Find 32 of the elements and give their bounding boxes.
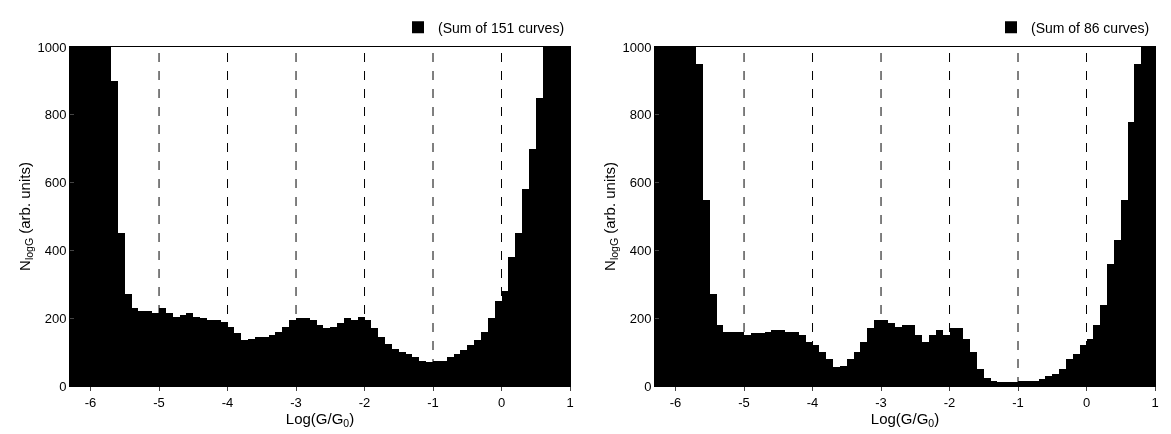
x-tick-label: -6 bbox=[669, 394, 682, 410]
y-tick-label: 400 bbox=[44, 242, 67, 258]
x-tick-label: -3 bbox=[290, 394, 302, 410]
x-tick-label: 0 bbox=[1082, 394, 1091, 410]
legend-label: (Sum of 86 curves) bbox=[1031, 19, 1150, 36]
x-tick-label: -2 bbox=[358, 394, 371, 410]
y-tick-label: 1000 bbox=[622, 39, 652, 55]
x-tick-label: 0 bbox=[497, 394, 506, 410]
x-tick-label: -3 bbox=[875, 394, 887, 410]
x-tick-label: -4 bbox=[221, 394, 234, 410]
y-tick-label: 1000 bbox=[37, 39, 67, 55]
y-tick-label: 400 bbox=[629, 242, 652, 258]
y-tick-label: 0 bbox=[59, 378, 67, 394]
x-tick-label: 1 bbox=[566, 394, 574, 410]
x-tick-label: -2 bbox=[943, 394, 956, 410]
y-tick-label: 600 bbox=[629, 175, 652, 191]
x-tick-label: -1 bbox=[427, 394, 439, 410]
y-tick-label: 800 bbox=[629, 107, 652, 123]
y-tick-label: 200 bbox=[44, 310, 67, 326]
legend-label: (Sum of 151 curves) bbox=[438, 19, 565, 36]
x-tick-label: 1 bbox=[1151, 394, 1159, 410]
y-tick-label: 600 bbox=[44, 175, 67, 191]
x-tick-label: -5 bbox=[153, 394, 165, 410]
x-tick-label: -6 bbox=[84, 394, 97, 410]
x-axis-title: Log(G/G$_{0}$) bbox=[870, 409, 940, 429]
x-tick-label: -4 bbox=[806, 394, 819, 410]
y-tick-label: 200 bbox=[629, 310, 652, 326]
y-tick-label: 0 bbox=[644, 378, 652, 394]
x-tick-label: -1 bbox=[1012, 394, 1024, 410]
y-tick-label: 800 bbox=[44, 107, 67, 123]
x-axis-title: Log(G/G$_{0}$) bbox=[285, 409, 355, 429]
x-tick-label: -5 bbox=[738, 394, 750, 410]
